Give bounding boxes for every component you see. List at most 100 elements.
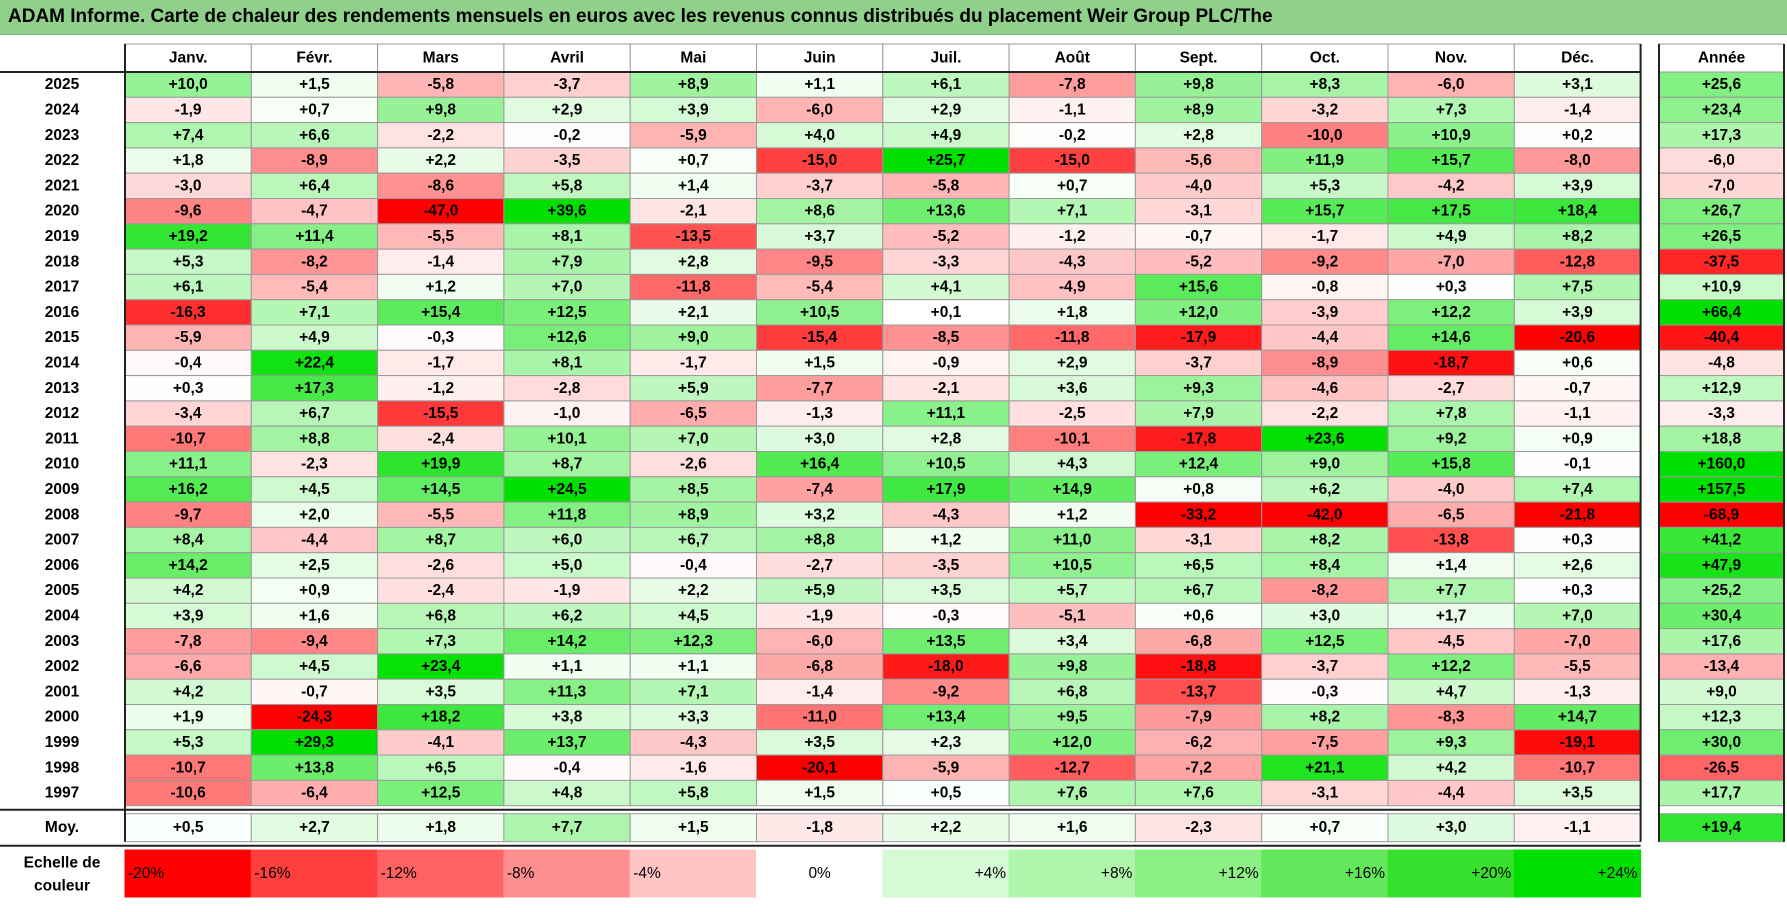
row-year-label: 1997 <box>45 785 79 802</box>
heatmap-cell <box>756 501 884 528</box>
heatmap-cell-value: -4,5 <box>1438 633 1465 650</box>
heatmap-cell-value: +1,8 <box>1057 304 1088 321</box>
heatmap-cell <box>1513 754 1642 781</box>
heatmap-cell-value: -1,4 <box>1564 101 1591 118</box>
heatmap-cell-value: -8,3 <box>1438 709 1465 726</box>
heatmap-cell-value: -0,9 <box>933 354 960 371</box>
year-total-value: +17,6 <box>1702 633 1742 650</box>
row-year-label: 2010 <box>45 456 79 473</box>
heatmap-cell-value: -0,2 <box>554 127 581 144</box>
heatmap-cell <box>1261 628 1389 655</box>
heatmap-cell-value: -9,7 <box>175 506 202 523</box>
heatmap-cell-value: +19,2 <box>169 228 208 245</box>
year-total-value: +26,5 <box>1702 228 1742 245</box>
heatmap-cell <box>250 526 379 554</box>
heatmap-cell-value: -33,2 <box>1181 506 1216 523</box>
year-total-value: +66,4 <box>1702 304 1742 321</box>
heatmap-cell <box>756 122 884 149</box>
heatmap-cell-value: +2,5 <box>299 557 330 574</box>
heatmap-cell <box>377 526 505 554</box>
year-total-value: +41,2 <box>1702 532 1741 549</box>
row-year-label: 2017 <box>45 279 79 296</box>
heatmap-cell-value: +1,1 <box>804 76 835 93</box>
heatmap-cell-value: +0,6 <box>1183 607 1214 624</box>
heatmap-cell-value: -18,8 <box>1181 658 1217 675</box>
scale-label-line2: couleur <box>34 878 90 895</box>
heatmap-cell-value: +7,6 <box>1183 785 1214 802</box>
heatmap-cell-value: +11,1 <box>927 405 966 422</box>
heatmap-cell <box>503 451 631 478</box>
heatmap-cell <box>1387 501 1515 528</box>
heatmap-cell-value: +9,8 <box>425 101 456 118</box>
heatmap-cell-value: +24,5 <box>547 481 587 498</box>
heatmap-cell-value: +13,8 <box>295 759 335 776</box>
heatmap-cell-value: -1,6 <box>680 759 707 776</box>
month-header-label: Juil. <box>930 50 961 67</box>
heatmap-cell-value: -12,8 <box>1560 253 1596 270</box>
heatmap-cell-value: +1,1 <box>552 658 583 675</box>
heatmap-cell-value: +2,6 <box>1562 557 1593 574</box>
heatmap-cell-value: -7,7 <box>806 380 833 397</box>
year-total-value: -26,5 <box>1704 759 1740 776</box>
heatmap-cell <box>1387 375 1515 402</box>
heatmap-cell-value: +17,5 <box>1432 203 1472 220</box>
heatmap-cell-value: +7,9 <box>552 253 583 270</box>
heatmap-cell <box>1513 299 1642 326</box>
heatmap-cell-value: +6,5 <box>425 759 456 776</box>
heatmap-cell <box>1513 628 1642 655</box>
scale-swatch <box>882 849 1010 898</box>
heatmap-cell <box>1387 602 1515 630</box>
heatmap-cell <box>629 71 758 98</box>
heatmap-cell-value: -47,0 <box>423 203 458 220</box>
year-total-cell <box>1658 248 1785 275</box>
heatmap-cell-value: -2,8 <box>554 380 581 397</box>
heatmap-cell-value: -3,9 <box>1311 304 1338 321</box>
average-cell <box>756 813 884 843</box>
heatmap-cell-value: -24,3 <box>297 709 333 726</box>
year-total-cell <box>1658 754 1785 781</box>
heatmap-cell-value: -8,6 <box>427 177 454 194</box>
heatmap-cell-value: +8,3 <box>1310 76 1341 93</box>
heatmap-cell-value: -2,6 <box>680 456 707 473</box>
heatmap-cell-value: -9,4 <box>301 633 328 650</box>
heatmap-cell-value: -0,2 <box>1059 127 1086 144</box>
heatmap-cell-value: -2,4 <box>427 430 454 447</box>
heatmap-cell-value: +6,1 <box>931 76 962 93</box>
month-header-label: Juin <box>804 50 836 67</box>
row-year-label: 2005 <box>45 582 80 599</box>
scale-swatch <box>1008 849 1136 898</box>
heatmap-cell <box>1387 400 1515 427</box>
heatmap-cell-value: +16,4 <box>800 456 840 473</box>
heatmap-cell-value: +13,7 <box>547 734 586 751</box>
heatmap-cell-value: -17,9 <box>1181 329 1217 346</box>
heatmap-cell <box>1134 577 1263 604</box>
heatmap-cell-value: -5,9 <box>680 127 707 144</box>
heatmap-cell-value: -5,8 <box>933 177 960 194</box>
heatmap-cell-value: +2,9 <box>1057 354 1088 371</box>
row-year-label: 2018 <box>45 253 80 270</box>
heatmap-cell-value: -2,2 <box>427 127 454 144</box>
heatmap-cell <box>1008 248 1136 275</box>
heatmap-cell <box>882 552 1010 579</box>
heatmap-cell-value: +6,7 <box>678 532 709 549</box>
average-cell-value: +7,7 <box>552 819 583 836</box>
heatmap-cell-value: +10,0 <box>169 76 208 93</box>
heatmap-cell-value: -0,4 <box>554 759 581 776</box>
heatmap-cell <box>503 501 631 528</box>
heatmap-cell-value: +3,9 <box>1562 177 1593 194</box>
month-header-label: Nov. <box>1435 50 1467 67</box>
row-year-label: 2001 <box>45 683 80 700</box>
heatmap-cell-value: +1,1 <box>678 658 709 675</box>
heatmap-cell <box>1008 96 1136 124</box>
heatmap-cell-value: +4,9 <box>299 329 330 346</box>
heatmap-cell-value: +0,3 <box>1436 279 1467 296</box>
heatmap-cell-value: -7,5 <box>1311 734 1338 751</box>
heatmap-cell-value: -2,3 <box>301 456 328 473</box>
heatmap-cell-value: +22,4 <box>295 354 335 371</box>
average-cell <box>1008 813 1136 843</box>
heatmap-cell-value: +3,4 <box>1057 633 1088 650</box>
scale-swatch-label: +8% <box>1101 865 1133 882</box>
heatmap-cell-value: -13,8 <box>1433 532 1469 549</box>
average-total-cell <box>1658 813 1785 843</box>
heatmap-cell-value: +12,3 <box>674 633 714 650</box>
